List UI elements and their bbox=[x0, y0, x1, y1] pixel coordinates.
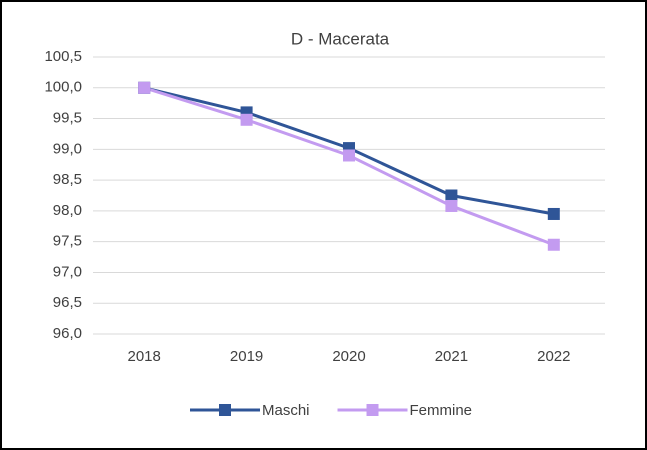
legend-label: Femmine bbox=[410, 402, 473, 419]
marker bbox=[445, 199, 458, 212]
marker bbox=[343, 149, 355, 162]
y-tick-label: 97,5 bbox=[53, 233, 82, 250]
y-tick-label: 99,5 bbox=[53, 110, 82, 127]
marker bbox=[547, 238, 560, 251]
marker bbox=[240, 113, 253, 126]
x-tick-label: 2018 bbox=[128, 348, 161, 365]
marker bbox=[138, 81, 151, 94]
legend-marker bbox=[219, 404, 231, 416]
legend-marker bbox=[366, 404, 379, 416]
y-tick-label: 96,0 bbox=[53, 325, 82, 342]
y-tick-label: 97,0 bbox=[53, 263, 82, 280]
x-tick-label: 2020 bbox=[332, 348, 365, 365]
marker bbox=[547, 207, 560, 220]
y-tick-label: 100,0 bbox=[44, 79, 82, 96]
marker bbox=[445, 189, 458, 202]
x-tick-label: 2021 bbox=[435, 348, 468, 365]
y-tick-label: 98,5 bbox=[53, 171, 82, 188]
legend-label: Maschi bbox=[262, 402, 310, 419]
x-tick-label: 2019 bbox=[230, 348, 263, 365]
y-tick-label: 98,0 bbox=[53, 202, 82, 219]
chart-title: D - Macerata bbox=[291, 29, 390, 48]
y-tick-label: 100,5 bbox=[44, 48, 82, 65]
y-tick-label: 96,5 bbox=[53, 294, 82, 311]
x-tick-label: 2022 bbox=[537, 348, 570, 365]
y-tick-label: 99,0 bbox=[53, 140, 82, 157]
